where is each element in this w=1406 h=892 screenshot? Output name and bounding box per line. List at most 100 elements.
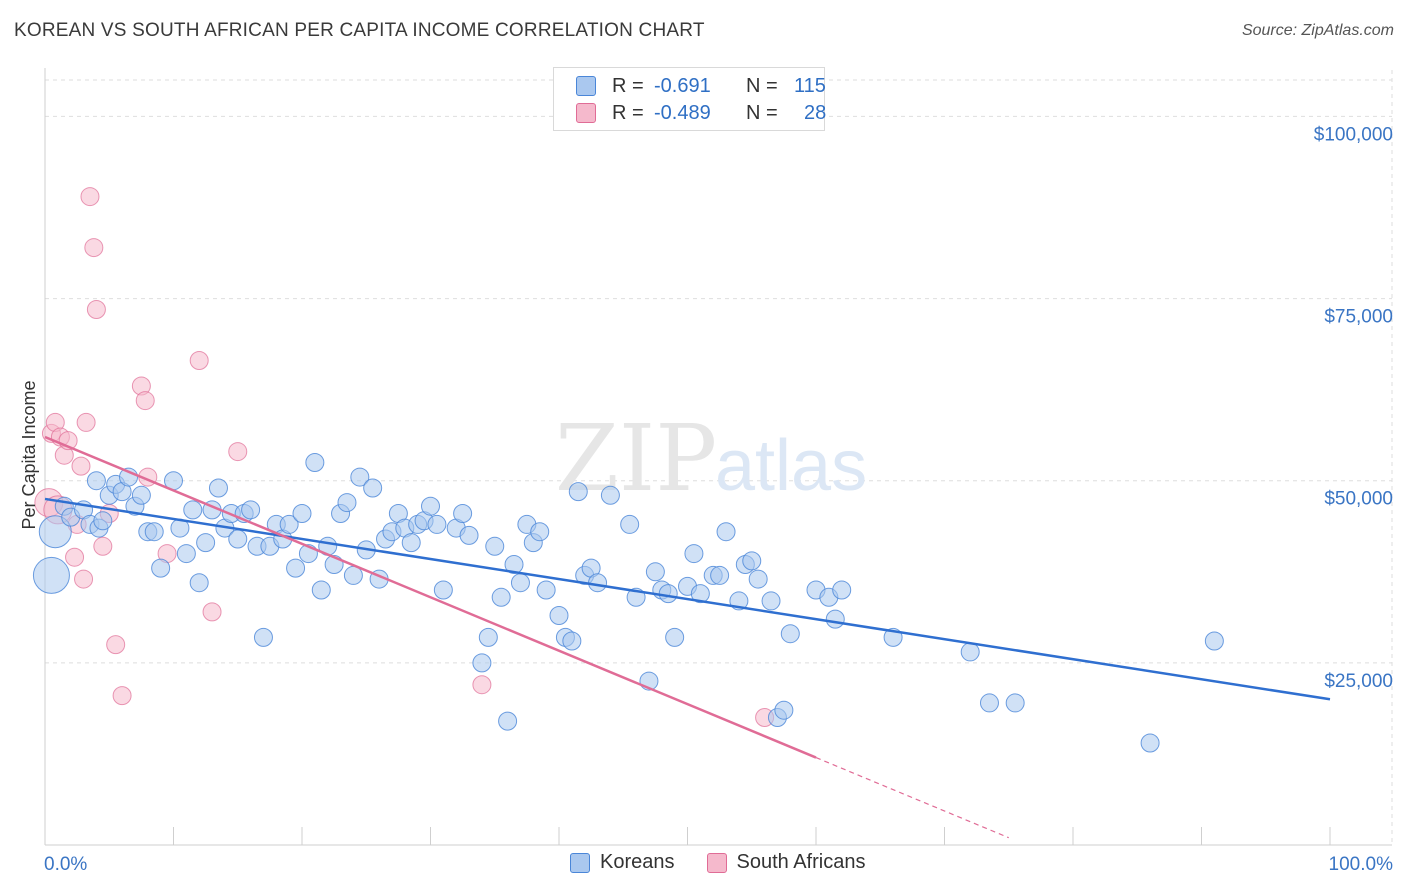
trend-lines [44,435,1331,839]
korean-point [93,511,113,531]
korean-point [510,573,530,593]
korean-point [292,504,312,523]
south-african-point [86,300,106,319]
south-african-point [84,238,104,258]
korean-point [208,478,228,498]
korean-point [433,580,453,600]
y-tick-label: $50,000 [1324,489,1393,510]
south-african-point [65,547,85,567]
legend-row-south-africans: R = -0.489 N = 28 [576,100,826,126]
korean-point [761,591,781,611]
korean-point [960,642,980,662]
stats-legend: R = -0.691 N = 115 R = -0.489 N = 28 [553,67,826,131]
korean-point [774,700,794,720]
south-african-point [112,686,132,706]
south-african-point [74,569,94,589]
korean-point [536,580,556,600]
y-axis-title: Per Capita Income [19,380,39,529]
korean-point [600,485,620,505]
koreans-trend-line [44,497,1331,701]
south-african-point [76,412,96,432]
korean-point [645,562,665,582]
korean-point [279,514,299,534]
south-african-point [93,536,113,556]
korean-point [401,533,421,553]
korean-point [478,627,498,647]
x-tick-label: 0.0% [44,854,87,875]
korean-point [716,522,736,542]
korean-point [183,500,203,520]
korean-point [549,606,569,625]
n-label: N = [746,101,778,124]
watermark-atlas: atlas [715,426,867,506]
south-africans-legend-swatch [706,852,727,873]
n-label: N = [746,74,778,97]
y-tick-label: $25,000 [1324,671,1393,692]
korean-point [337,493,357,513]
korean-point [421,496,440,516]
n-value: 28 [804,101,827,124]
korean-point [658,584,678,604]
source-label: Source: ZipAtlas.com [1241,22,1394,39]
y-tick-label: $75,000 [1324,307,1393,328]
korean-point [86,471,106,491]
korean-point [305,453,325,472]
korean-point [485,536,505,556]
korean-point [742,551,762,571]
korean-point [228,529,248,549]
south-african-point [71,456,91,476]
south-african-point [472,675,492,695]
korean-point [665,627,685,647]
r-value: -0.691 [654,74,711,97]
series-koreans [32,453,1224,753]
south-african-point [202,602,222,622]
korean-point [189,573,209,593]
korean-point [620,514,640,534]
korean-point [530,522,550,542]
korean-point [176,544,196,564]
r-label: R = [612,74,644,97]
korean-point [562,631,582,651]
south-african-point [106,635,126,655]
korean-point [144,522,164,542]
koreans-legend-swatch [570,852,590,873]
korean-point [832,580,852,600]
x-tick-label: 100.0% [1329,854,1394,875]
korean-point [1140,733,1160,753]
korean-point [1005,693,1025,713]
south-african-point [228,442,248,462]
korean-point [459,525,479,545]
south-african-point [80,187,100,207]
south-africans-trend-extension [815,757,1009,839]
chart-title: KOREAN VS SOUTH AFRICAN PER CAPITA INCOM… [14,20,705,41]
korean-point [32,556,70,594]
korean-point [690,584,710,604]
korean-point [1204,631,1224,651]
korean-point [568,482,588,502]
korean-point [472,653,492,673]
south-african-point [189,351,209,370]
korean-point [498,711,518,731]
korean-point [131,485,151,505]
south-african-point [135,391,155,411]
korean-point [241,500,261,520]
korean-point [151,558,171,578]
korean-point [286,558,306,578]
south-africans-trend-line [44,435,817,759]
korean-point [504,555,524,574]
korean-point [710,565,730,585]
koreans-legend-label: Koreans [600,851,675,873]
korean-point [363,478,383,498]
korean-point [825,609,845,629]
korean-point [196,533,216,553]
tick-labels: $25,000 $50,000 $75,000 $100,000 0.0% 100.0% [44,124,1393,875]
korean-point [453,504,473,523]
r-value: -0.489 [654,101,711,124]
r-label: R = [612,101,644,124]
n-value: 115 [794,74,826,97]
korean-point [38,515,72,549]
korean-point [684,544,704,564]
korean-point [491,587,511,607]
korean-point [780,624,800,644]
